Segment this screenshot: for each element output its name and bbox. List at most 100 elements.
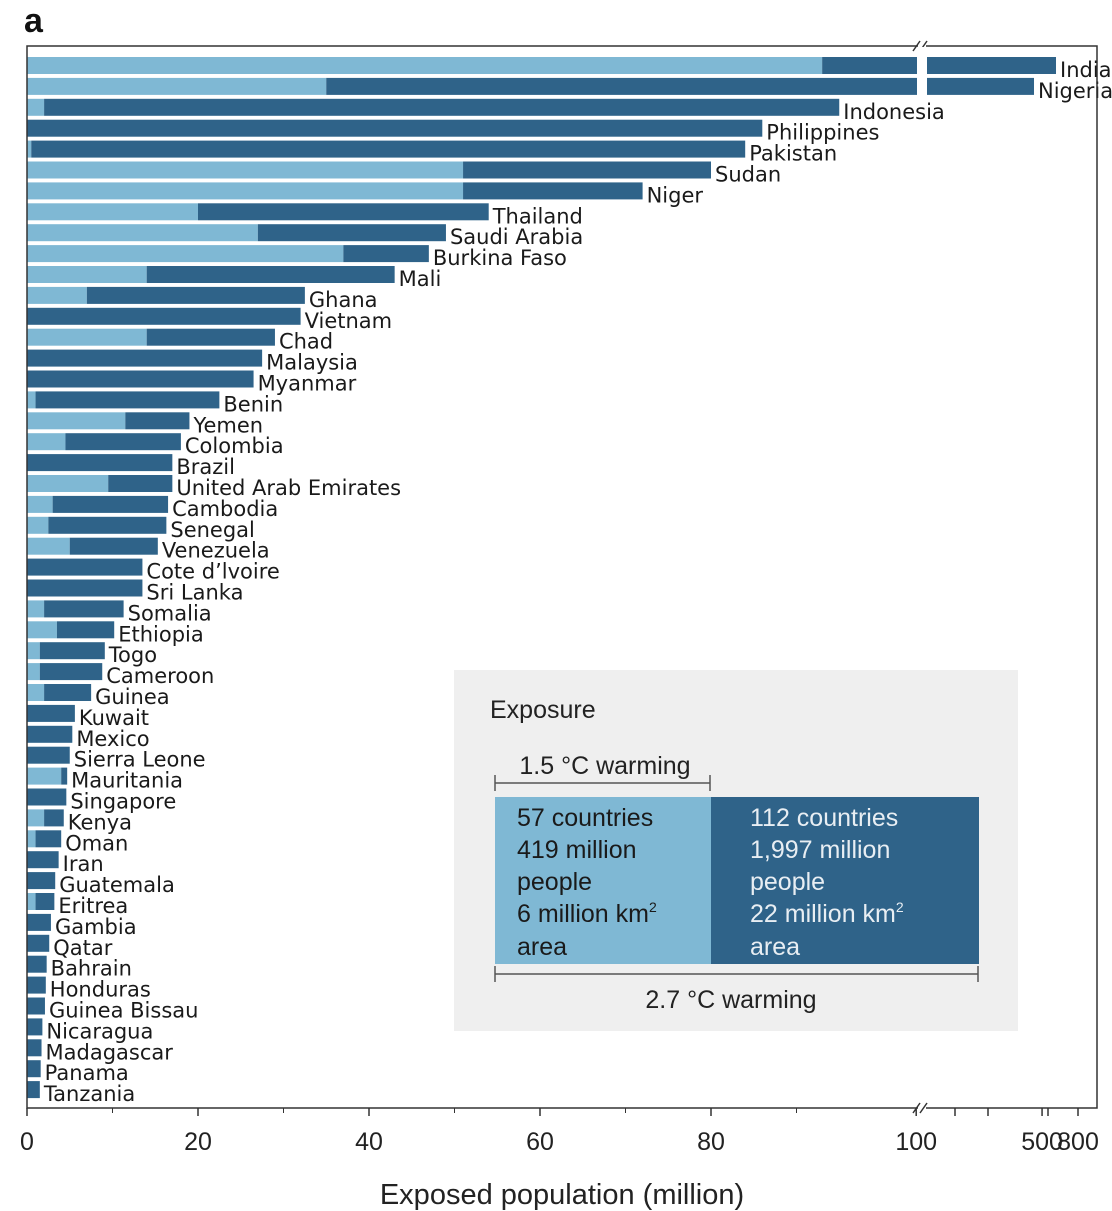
bar-1-5c (27, 98, 45, 116)
bar-1-5c (27, 537, 70, 555)
country-label: Madagascar (46, 1040, 174, 1064)
country-label: Guinea (95, 685, 170, 709)
country-label: Qatar (53, 936, 113, 960)
x-tick-label: 800 (1057, 1128, 1099, 1156)
x-tick-label: 60 (526, 1128, 554, 1156)
x-tick-label: 100 (895, 1128, 937, 1156)
bar-2-7c (44, 684, 92, 701)
country-label: Sudan (715, 163, 781, 187)
bar-2-7c (27, 119, 763, 137)
bar-1-5c (27, 830, 36, 848)
bar-2-7c (44, 809, 64, 827)
country-label: Nicaragua (46, 1019, 153, 1043)
bar-2-7c (56, 621, 115, 639)
bar-2-7c (198, 203, 489, 221)
bar-break-gap (918, 47, 926, 63)
bar-2-7c (39, 663, 103, 681)
bar-1-5c (27, 245, 344, 263)
legend-1-5c-stat: area (517, 933, 567, 961)
x-axis-title: Exposed population (million) (380, 1179, 744, 1211)
bar-1-5c (27, 328, 147, 346)
country-label: Bahrain (51, 957, 132, 981)
bar-2-7c (27, 746, 70, 764)
bar-2-7c (27, 725, 73, 743)
country-label: Gambia (55, 915, 137, 939)
legend-2-7c-label: 2.7 °C warming (645, 986, 816, 1014)
country-label: Guatemala (59, 873, 175, 897)
bar-1-5c (27, 475, 109, 492)
bar-1-5c (27, 161, 464, 179)
axis-break-gap (918, 40, 926, 52)
country-label: Venezuela (162, 539, 270, 563)
bar-2-7c (48, 516, 167, 534)
bar-1-5c (27, 140, 32, 158)
country-label: Mali (399, 267, 442, 291)
country-label: Colombia (185, 434, 284, 458)
country-label: Vietnam (305, 309, 393, 333)
legend-swatch-2-7c (711, 797, 979, 964)
country-label: Brazil (176, 455, 235, 479)
bar-2-7c (27, 579, 143, 597)
country-label: Kuwait (79, 706, 149, 730)
bar-2-7c (44, 98, 840, 116)
bar-1-5c (27, 412, 126, 430)
x-tick-label: 40 (355, 1128, 383, 1156)
bar-1-5c (27, 77, 327, 95)
bar-2-7c (86, 286, 305, 304)
legend-1-5c-stat: 6 million km2 (517, 899, 657, 928)
country-label: Philippines (766, 121, 879, 145)
bar-1-5c (27, 182, 464, 200)
country-label: Myanmar (258, 372, 357, 396)
country-label: Oman (65, 831, 128, 855)
panel-label: a (24, 2, 43, 40)
bar-1-5c (27, 600, 45, 618)
country-label: Honduras (50, 978, 151, 1002)
bar-1-5c (27, 642, 40, 660)
country-label: Kenya (68, 810, 132, 834)
country-label: Cote d’lvoire (146, 560, 279, 584)
country-label: Sri Lanka (146, 581, 243, 605)
bar-2-7c (27, 934, 50, 952)
legend-1-5c-stat: people (517, 868, 592, 896)
country-label: Malaysia (266, 351, 358, 375)
country-label: Mexico (76, 727, 149, 751)
country-label: Guinea Bissau (49, 999, 199, 1023)
bar-2-7c (65, 433, 181, 451)
bar-2-7c (35, 893, 55, 910)
bar-2-7c (463, 182, 643, 200)
bar-2-7c (31, 140, 746, 158)
country-label: Niger (647, 183, 704, 207)
bar-2-7c (27, 307, 301, 325)
bar-1-5c (27, 809, 45, 827)
bar-2-7c (52, 495, 169, 513)
bar-1-5c (27, 286, 87, 304)
bar-2-7c (27, 1081, 40, 1099)
bar-2-7c (44, 600, 124, 618)
bar-2-7c (27, 370, 254, 388)
country-label: Iran (63, 852, 104, 876)
bar-1-5c (27, 224, 258, 242)
legend-2-7c-stat: 112 countries (750, 804, 898, 832)
country-label: Thailand (492, 204, 583, 228)
legend-1-5c-label: 1.5 °C warming (519, 752, 690, 780)
legend-2-7c-stat: 1,997 million (750, 836, 890, 864)
country-label: Benin (223, 392, 283, 416)
bar-2-7c (257, 224, 446, 242)
bar-2-7c (326, 77, 917, 95)
country-label: Cameroon (106, 664, 214, 688)
bar-2-7c (27, 788, 67, 806)
bar-2-7c (27, 913, 51, 931)
country-label: Mauritania (71, 769, 183, 793)
country-label: Burkina Faso (433, 246, 567, 270)
country-label: United Arab Emirates (176, 476, 401, 500)
bar-2-7c (27, 851, 59, 869)
country-label: Cambodia (172, 497, 278, 521)
x-tick-label: 80 (697, 1128, 725, 1156)
bar-2-7c (61, 767, 68, 785)
country-label: Yemen (192, 413, 263, 437)
bar-2-7c (27, 976, 46, 994)
bar-1-5c (27, 767, 62, 785)
bar-2-7c (343, 245, 429, 263)
